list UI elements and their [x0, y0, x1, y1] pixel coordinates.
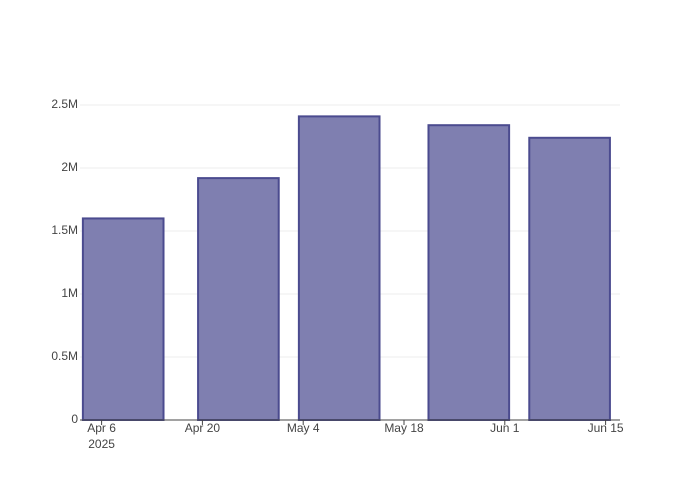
x-tick-label: Apr 6 — [87, 421, 116, 435]
y-tick-label: 1M — [61, 286, 78, 300]
y-tick-label: 0 — [71, 412, 78, 426]
labels: 0 0.5M 1M 1.5M 2M 2.5M Apr 6 2025 Apr 20 May 4 May… — [51, 97, 624, 451]
x-tick-label: Jun 15 — [588, 421, 624, 435]
bar — [297, 115, 381, 421]
x-tick-label: May 4 — [287, 421, 320, 435]
y-tick-label: 1.5M — [51, 223, 78, 237]
x-year-label: 2025 — [88, 437, 115, 451]
x-tick-label: Apr 20 — [185, 421, 221, 435]
y-tick-label: 2M — [61, 160, 78, 174]
x-tick-label: May 18 — [384, 421, 424, 435]
x-tick-label: Jun 1 — [490, 421, 520, 435]
y-tick-label: 2.5M — [51, 97, 78, 111]
bar — [427, 124, 511, 422]
bar — [81, 217, 165, 421]
y-tick-label: 0.5M — [51, 349, 78, 363]
bar — [528, 136, 611, 421]
bars — [81, 115, 611, 422]
bar — [197, 177, 280, 421]
